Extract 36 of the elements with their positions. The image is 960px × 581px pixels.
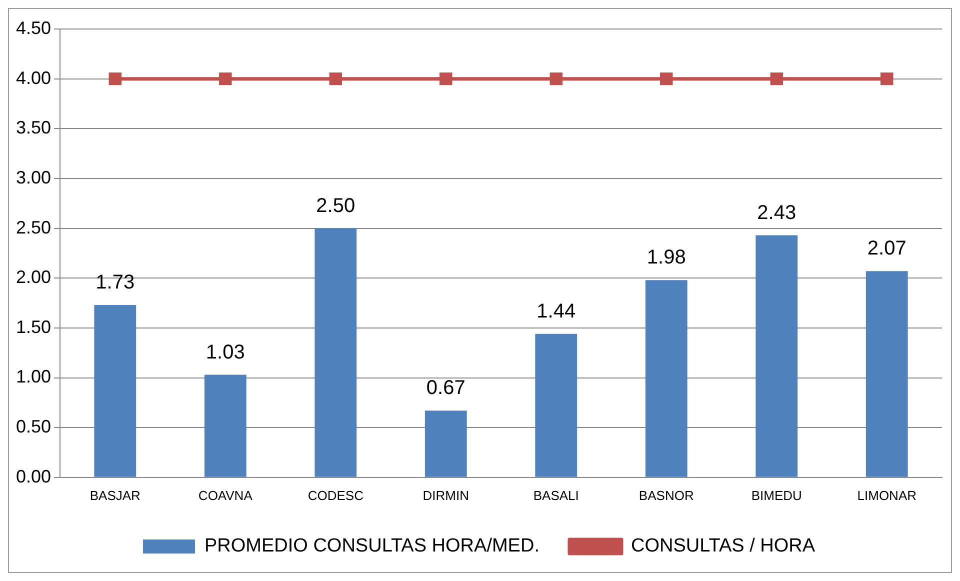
legend-label: CONSULTAS / HORA — [630, 536, 816, 557]
legend-label: PROMEDIO CONSULTAS HORA/MED. — [204, 536, 540, 557]
x-tick-label: CODESC — [308, 488, 364, 503]
bar — [314, 228, 357, 477]
y-tick-label: 0.50 — [16, 416, 52, 437]
bar — [756, 235, 798, 477]
data-label: 2.50 — [316, 194, 356, 217]
y-tick-label: 4.50 — [16, 18, 52, 38]
bar — [424, 410, 467, 477]
y-tick-label: 1.50 — [16, 316, 52, 337]
bar — [866, 271, 908, 477]
data-label: 1.98 — [646, 246, 686, 269]
y-tick-label: 2.50 — [16, 217, 52, 238]
data-label: 0.67 — [426, 377, 466, 400]
bar — [645, 280, 688, 477]
y-tick-label: 1.00 — [16, 366, 52, 387]
data-label: 1.03 — [206, 341, 245, 364]
x-tick-label: DIRMIN — [422, 488, 470, 503]
x-tick-label: BIMEDU — [751, 488, 802, 503]
bar — [204, 374, 246, 477]
y-tick-label: 3.00 — [16, 167, 52, 188]
data-label: 1.44 — [536, 300, 576, 322]
y-tick-label: 0.00 — [16, 466, 52, 486]
y-tick-label: 2.00 — [16, 267, 52, 288]
data-label: 2.07 — [867, 238, 906, 260]
x-tick-label: BASJAR — [90, 488, 140, 503]
data-label: 2.43 — [757, 202, 796, 224]
x-tick-label: COAVNA — [198, 488, 253, 503]
bar — [535, 334, 578, 477]
y-tick-label: 4.00 — [16, 68, 52, 88]
x-tick-label: BASALI — [533, 488, 579, 503]
y-tick-label: 3.50 — [16, 118, 52, 138]
x-tick-label: BASNOR — [638, 488, 694, 503]
bar — [94, 305, 136, 477]
data-label: 1.73 — [96, 272, 135, 294]
x-tick-label: LIMONAR — [857, 488, 916, 503]
